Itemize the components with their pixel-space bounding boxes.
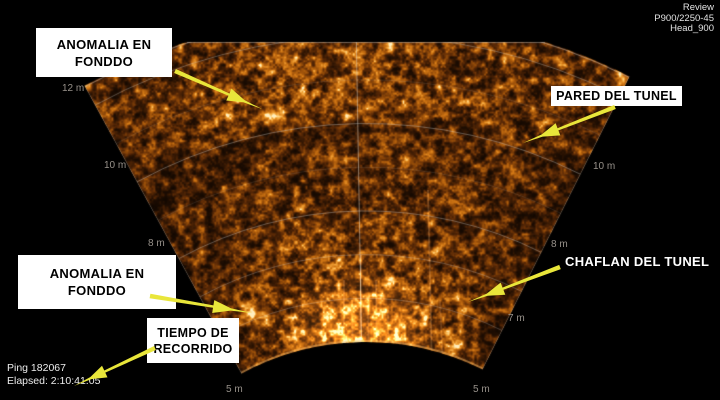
- callout-anomalia-en-fonddo-top: ANOMALIA EN FONDDO: [36, 28, 172, 77]
- callout-anomalia-en-fonddo-bottom: ANOMALIA EN FONDDO: [18, 255, 176, 309]
- range-label-left-8m: 8 m: [148, 238, 165, 249]
- callout-text: RECORRIDO: [153, 341, 233, 356]
- range-label-right-8m: 8 m: [551, 239, 568, 250]
- callout-text: ANOMALIA EN: [49, 266, 145, 281]
- callout-text: FONDDO: [67, 283, 127, 298]
- callout-text: TIEMPO DE: [157, 325, 229, 340]
- head-info-panel: Review P900/2250-45 Head_900: [654, 2, 714, 35]
- sonar-model-label: P900/2250-45: [654, 12, 714, 24]
- callout-text: CHAFLAN DEL TUNEL: [565, 254, 710, 269]
- callout-text: FONDDO: [74, 53, 134, 69]
- range-label-left-10m: 10 m: [104, 160, 127, 171]
- callout-text: ANOMALIA EN: [56, 36, 152, 52]
- callout-tiempo-de-recorrido: TIEMPO DE RECORRIDO: [147, 318, 239, 363]
- callout-chaflan-del-tunel: CHAFLAN DEL TUNEL: [565, 254, 709, 269]
- head-id-label: Head_900: [670, 23, 714, 34]
- elapsed-time-label: Elapsed: 2:10:41.05: [7, 375, 101, 387]
- ping-status-panel: Ping 182067 Elapsed: 2:10:41.05: [7, 362, 100, 388]
- range-label-right-5m: 5 m: [473, 384, 490, 395]
- range-label-right-7m: 7 m: [508, 313, 525, 324]
- ping-number-label: Ping 182067: [7, 362, 66, 374]
- review-mode-label: Review: [682, 2, 714, 13]
- range-label-right-10m: 10 m: [593, 161, 616, 172]
- range-label-left-12m: 12 m: [62, 83, 85, 94]
- callout-pared-del-tunel: PARED DEL TUNEL: [551, 86, 682, 106]
- range-label-left-5m: 5 m: [226, 384, 243, 395]
- callout-text: PARED DEL TUNEL: [556, 88, 677, 103]
